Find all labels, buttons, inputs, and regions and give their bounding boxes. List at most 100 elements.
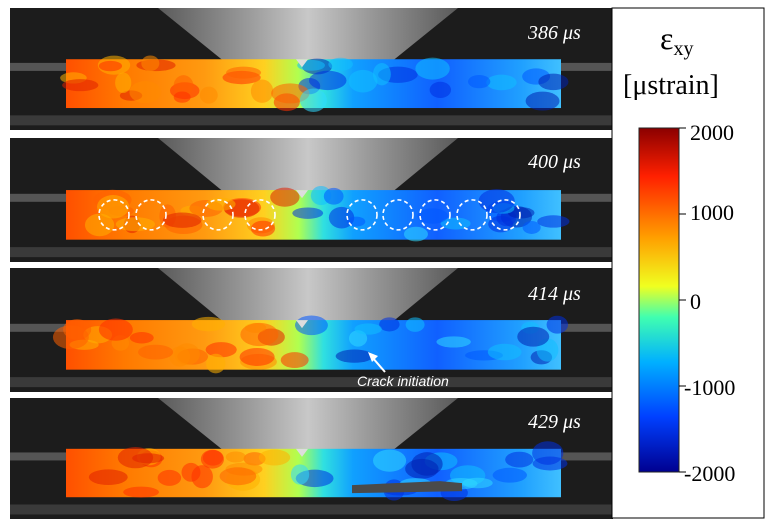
strain-blob bbox=[129, 81, 162, 104]
strain-blob bbox=[280, 352, 309, 369]
strain-blob bbox=[240, 322, 279, 347]
dic-panel-3 bbox=[10, 268, 613, 392]
strain-blob bbox=[403, 226, 428, 242]
frame-time-label-3: 414 μs bbox=[528, 283, 581, 305]
strain-blob bbox=[191, 465, 213, 489]
strain-blob bbox=[323, 187, 344, 205]
strain-blob bbox=[271, 83, 310, 104]
strain-blob bbox=[537, 215, 570, 228]
strain-blob bbox=[417, 208, 448, 224]
strain-blob bbox=[379, 317, 400, 332]
strain-blob bbox=[290, 464, 310, 485]
strain-blob bbox=[270, 187, 300, 207]
support-base bbox=[10, 247, 613, 258]
strain-blob bbox=[546, 315, 569, 334]
strain-blob bbox=[97, 195, 130, 219]
dic-panel-2 bbox=[10, 138, 613, 262]
strain-blob bbox=[348, 330, 368, 347]
colorbar-tick-minus-1000: -1000 bbox=[684, 375, 736, 400]
support-base bbox=[10, 377, 613, 388]
strain-blob bbox=[199, 86, 218, 104]
strain-blob bbox=[226, 66, 262, 79]
strain-blob bbox=[507, 207, 535, 219]
strain-blob bbox=[478, 189, 515, 213]
strain-blob bbox=[239, 347, 275, 366]
strain-blob bbox=[173, 75, 194, 96]
strain-blob bbox=[467, 74, 491, 89]
strain-blob bbox=[538, 73, 569, 91]
notch bbox=[296, 190, 308, 199]
impactor bbox=[158, 138, 458, 203]
strain-blob bbox=[115, 72, 132, 94]
strain-blob bbox=[258, 449, 291, 466]
impactor bbox=[158, 8, 458, 72]
strain-blob bbox=[205, 342, 237, 358]
strain-blob bbox=[206, 353, 226, 374]
marker-circle-1 bbox=[98, 199, 130, 231]
colorbar-tick-1000: 1000 bbox=[690, 200, 734, 225]
marker-circle-9 bbox=[489, 199, 521, 231]
strain-blob bbox=[348, 69, 378, 93]
strain-blob bbox=[129, 332, 154, 344]
strain-blob bbox=[347, 216, 366, 227]
marker-circle-4 bbox=[244, 199, 276, 231]
colorbar-title: εxy bbox=[660, 20, 693, 60]
strain-blob bbox=[219, 467, 257, 486]
notch bbox=[296, 448, 308, 457]
dic-panel-1 bbox=[10, 8, 613, 130]
strain-blob bbox=[486, 74, 517, 91]
strain-blob bbox=[141, 55, 160, 72]
support-base bbox=[10, 115, 613, 126]
dic-panel-4 bbox=[10, 398, 613, 519]
notch bbox=[296, 320, 308, 329]
marker-circle-6 bbox=[382, 199, 414, 231]
marker-circle-3 bbox=[202, 199, 234, 231]
colorbar-tick-2000: 2000 bbox=[690, 120, 734, 145]
strain-blob bbox=[132, 453, 165, 464]
strain-blob bbox=[492, 467, 527, 483]
arrow-head bbox=[368, 352, 378, 362]
strain-blob bbox=[292, 207, 324, 219]
strain-blob bbox=[354, 323, 382, 335]
strain-blob bbox=[411, 452, 443, 476]
strain-blob bbox=[200, 449, 225, 469]
colorbar-symbol: ε bbox=[660, 20, 674, 56]
strain-blob bbox=[335, 349, 374, 363]
frame-time-label-4: 429 μs bbox=[528, 411, 581, 433]
colorbar-tick-minus-2000: -2000 bbox=[684, 461, 736, 486]
strain-blob bbox=[299, 88, 327, 112]
strain-blob bbox=[373, 449, 407, 472]
strain-blob bbox=[328, 57, 353, 71]
strain-blob bbox=[522, 220, 541, 234]
colorbar-frame bbox=[611, 7, 765, 519]
marker-circle-2 bbox=[135, 199, 167, 231]
strain-blob bbox=[429, 81, 452, 99]
strain-blob bbox=[415, 57, 450, 80]
strain-blob bbox=[525, 91, 560, 111]
strain-blob bbox=[308, 70, 347, 91]
strain-blob bbox=[436, 336, 471, 348]
strain-blob bbox=[294, 315, 328, 336]
marker-circle-5 bbox=[346, 199, 378, 231]
marker-circle-8 bbox=[456, 199, 488, 231]
notch bbox=[296, 59, 308, 68]
strain-blob bbox=[157, 469, 182, 486]
strain-blob bbox=[250, 79, 274, 103]
marker-circle-7 bbox=[419, 199, 451, 231]
support-base bbox=[10, 504, 613, 515]
strain-blob bbox=[225, 451, 247, 463]
impactor bbox=[158, 398, 458, 462]
strain-blob bbox=[191, 316, 226, 332]
frame-time-label-2: 400 μs bbox=[528, 151, 581, 173]
strain-blob bbox=[162, 212, 202, 228]
crack bbox=[352, 481, 462, 494]
strain-blob bbox=[88, 469, 128, 486]
strain-blob bbox=[123, 486, 159, 498]
colorbar-unit: [μstrain] bbox=[623, 70, 719, 101]
strain-blob bbox=[532, 456, 568, 471]
strain-blob bbox=[405, 317, 425, 332]
colorbar-tick-0: 0 bbox=[690, 289, 701, 314]
strain-blob bbox=[505, 451, 534, 468]
strain-blob bbox=[440, 217, 471, 230]
